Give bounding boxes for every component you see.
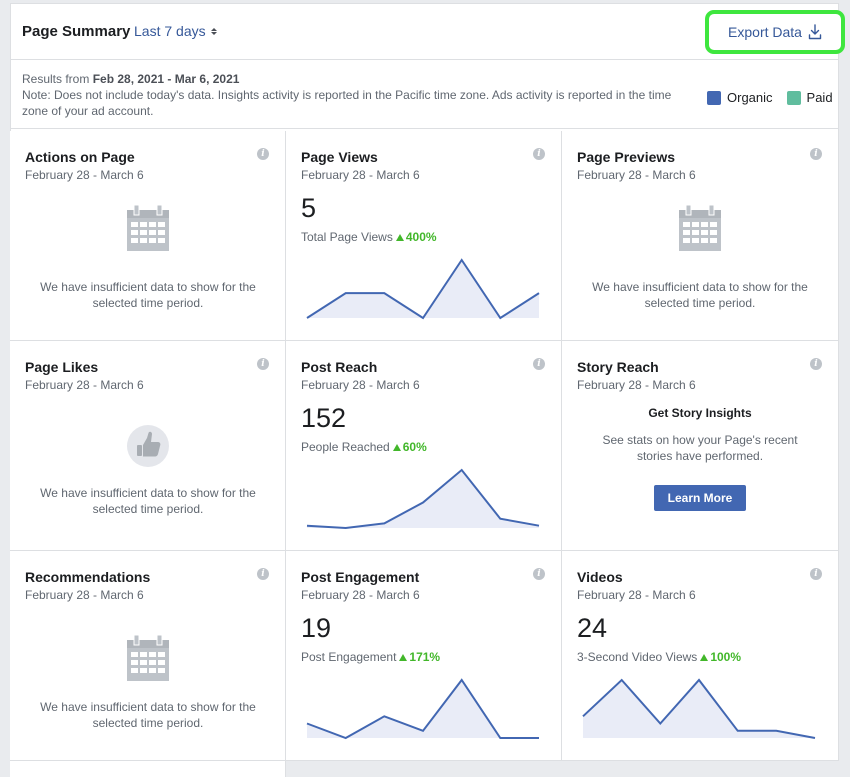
- date-range-selector[interactable]: Last 7 days: [134, 23, 217, 39]
- info-icon[interactable]: i: [810, 358, 822, 370]
- sparkline-line: [306, 678, 539, 740]
- change-percent: 171%: [399, 650, 440, 664]
- insufficient-data-message: We have insufficient data to show for th…: [40, 280, 256, 310]
- learn-more-button[interactable]: Learn More: [654, 485, 746, 511]
- metric-caption: Total Page Views 400%: [301, 230, 437, 244]
- card-page-views[interactable]: Page Views February 28 - March 6 i 5 Tot…: [286, 131, 562, 341]
- results-range: Results from Feb 28, 2021 - Mar 6, 2021: [22, 72, 240, 86]
- card-page-previews[interactable]: Page Previews February 28 - March 6 i We…: [562, 131, 838, 341]
- story-insights-text: See stats on how your Page's recent stor…: [602, 433, 798, 463]
- export-data-label: Export Data: [728, 24, 802, 40]
- export-data-button[interactable]: Export Data: [705, 10, 845, 54]
- card-title: Story Reach: [577, 359, 659, 375]
- card-title: Page Likes: [25, 359, 99, 375]
- insufficient-data-message: We have insufficient data to show for th…: [40, 486, 256, 516]
- sparkline-area: [583, 680, 815, 738]
- card-title: Post Engagement: [301, 569, 420, 585]
- card-date: February 28 - March 6: [25, 588, 144, 602]
- legend-organic: Organic: [707, 90, 773, 106]
- calendar-icon: [127, 634, 169, 681]
- card-date: February 28 - March 6: [301, 378, 420, 392]
- card-videos[interactable]: Videos February 28 - March 6 i 24 3-Seco…: [562, 551, 838, 761]
- up-arrow-icon: [399, 653, 408, 661]
- info-icon[interactable]: i: [810, 568, 822, 580]
- next-row-card: [10, 761, 286, 777]
- metric-caption: 3-Second Video Views 100%: [577, 650, 742, 664]
- up-arrow-icon: [395, 233, 404, 241]
- up-arrow-icon: [700, 653, 709, 661]
- sparkline-line: [306, 468, 540, 530]
- card-date: February 28 - March 6: [577, 588, 696, 602]
- card-date: February 28 - March 6: [577, 168, 696, 182]
- change-percent: 60%: [392, 440, 427, 454]
- metric-value: 24: [577, 613, 608, 643]
- card-title: Actions on Page: [25, 149, 135, 165]
- panel-header: Page Summary Last 7 days Export Data: [11, 4, 845, 60]
- card-post-reach[interactable]: Post Reach February 28 - March 6 i 152 P…: [286, 341, 562, 551]
- calendar-icon: [127, 204, 169, 251]
- info-icon[interactable]: i: [533, 358, 545, 370]
- legend-paid: Paid: [786, 90, 833, 106]
- sparkline-area: [307, 260, 539, 318]
- metric-value: 152: [301, 403, 347, 433]
- info-icon[interactable]: i: [257, 568, 269, 580]
- sparkline-area: [307, 470, 539, 528]
- metric-value: 19: [301, 613, 332, 643]
- card-date: February 28 - March 6: [301, 168, 420, 182]
- sparkline: [582, 678, 816, 739]
- metric-value: 5: [301, 193, 317, 223]
- page-title: Page Summary: [22, 23, 131, 40]
- info-icon[interactable]: i: [257, 358, 269, 370]
- card-recommendations[interactable]: Recommendations February 28 - March 6 i …: [10, 551, 286, 761]
- timezone-note: Note: Does not include today's data. Ins…: [22, 88, 672, 118]
- info-icon[interactable]: i: [810, 148, 822, 160]
- card-title: Recommendations: [25, 569, 151, 585]
- date-range-label: Last 7 days: [134, 23, 206, 39]
- info-icon[interactable]: i: [533, 148, 545, 160]
- up-arrow-icon: [392, 443, 401, 451]
- card-title: Page Views: [301, 149, 378, 165]
- thumbs-up-icon: [127, 425, 169, 467]
- sparkline: [306, 468, 540, 530]
- sparkline: [306, 678, 539, 740]
- sparkline-line: [582, 678, 816, 739]
- story-insights-heading: Get Story Insights: [648, 406, 752, 420]
- card-title: Page Previews: [577, 149, 676, 165]
- metric-caption: Post Engagement 171%: [301, 650, 441, 664]
- card-page-likes[interactable]: Page Likes February 28 - March 6 i We ha…: [10, 341, 286, 551]
- organic-swatch: [707, 91, 721, 105]
- change-percent: 100%: [700, 650, 741, 664]
- sort-arrows-icon: [210, 27, 217, 35]
- card-story-reach[interactable]: Story Reach February 28 - March 6 i Get …: [562, 341, 838, 551]
- insufficient-data-message: We have insufficient data to show for th…: [592, 280, 808, 310]
- card-date: February 28 - March 6: [25, 168, 144, 182]
- info-icon[interactable]: i: [257, 148, 269, 160]
- sparkline: [306, 258, 540, 320]
- info-icon[interactable]: i: [533, 568, 545, 580]
- card-title: Videos: [577, 569, 623, 585]
- change-percent: 400%: [395, 230, 437, 244]
- download-icon: [808, 24, 822, 40]
- card-actions-on-page[interactable]: Actions on Page February 28 - March 6 i …: [10, 131, 286, 341]
- metric-caption: People Reached 60%: [301, 440, 427, 454]
- legend: Organic Paid: [707, 90, 833, 106]
- sparkline-line: [306, 258, 540, 320]
- calendar-icon: [679, 204, 721, 251]
- card-date: February 28 - March 6: [301, 588, 420, 602]
- sparkline-area: [307, 680, 539, 738]
- card-post-engagement[interactable]: Post Engagement February 28 - March 6 i …: [286, 551, 562, 761]
- card-date: February 28 - March 6: [577, 378, 696, 392]
- card-title: Post Reach: [301, 359, 378, 375]
- insufficient-data-message: We have insufficient data to show for th…: [40, 700, 256, 730]
- results-date-range: Feb 28, 2021 - Mar 6, 2021: [92, 72, 240, 86]
- card-date: February 28 - March 6: [25, 378, 144, 392]
- results-info-bar: Results from Feb 28, 2021 - Mar 6, 2021 …: [11, 61, 838, 129]
- paid-swatch: [786, 91, 801, 105]
